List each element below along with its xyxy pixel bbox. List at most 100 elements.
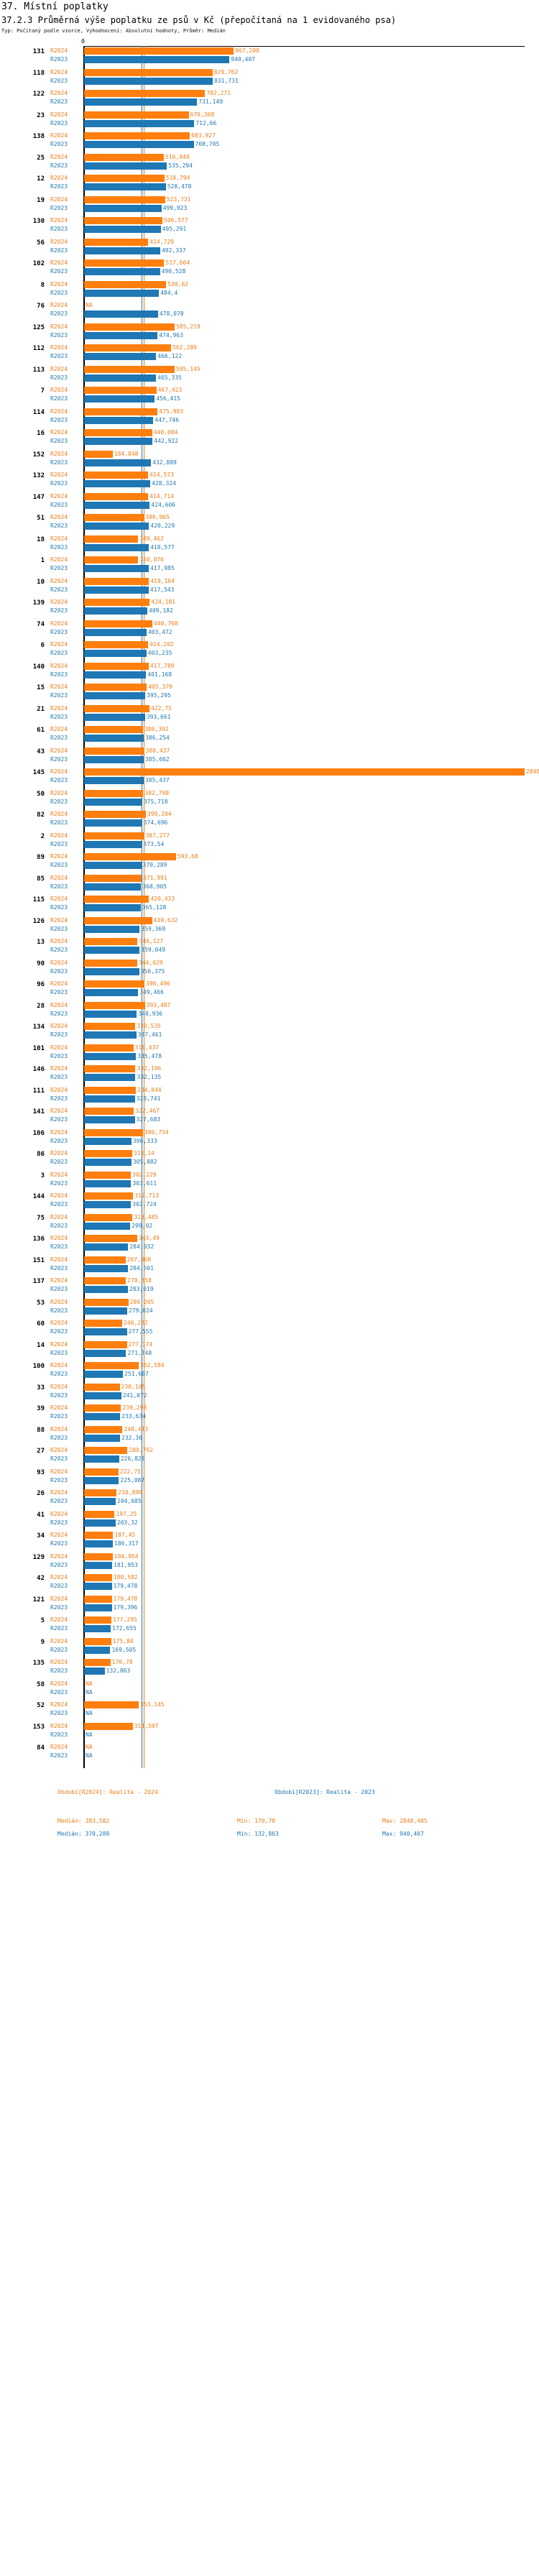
bar-group: 137 R2024 270,358 R2023 283,019 xyxy=(0,1276,539,1294)
bar-r2023 xyxy=(84,1498,116,1505)
bar-r2024 xyxy=(84,1595,112,1603)
bar-group: 16 R2024 440,084 R2023 442,922 xyxy=(0,428,539,446)
series-label-r2023: R2023 xyxy=(50,501,68,508)
bar-row: R2023 225,087 xyxy=(0,1476,539,1485)
series-label-r2024: R2024 xyxy=(50,1404,68,1411)
bar-r2024 xyxy=(84,450,113,458)
category-label: 9 xyxy=(40,1638,45,1646)
bar-r2023 xyxy=(84,1604,112,1611)
bar-group: 134 R2024 330,535 R2023 337,461 xyxy=(0,1022,539,1039)
series-label-r2023: R2023 xyxy=(50,1349,68,1356)
series-label-r2024: R2024 xyxy=(50,577,68,584)
bar-r2024 xyxy=(84,1425,123,1433)
bar-r2023 xyxy=(84,1179,132,1187)
category-label: 113 xyxy=(32,366,45,374)
category-label: 96 xyxy=(37,981,45,988)
legend-median-r2023: Medián: 370,289 xyxy=(57,1830,110,1837)
value-label-r2024: 222,75 xyxy=(119,1468,141,1475)
category-label: 2 xyxy=(40,832,45,840)
bar-r2024 xyxy=(84,1235,137,1242)
value-label-r2024: 318,437 xyxy=(134,1044,160,1051)
chart-legend: Období[R2024]: Realita - 2024 Období[R20… xyxy=(0,1789,539,1844)
bar-row: R2023 393,661 xyxy=(0,713,539,722)
bar-row: R2024 388,437 xyxy=(0,747,539,755)
bar-row: R2023 132,863 xyxy=(0,1667,539,1675)
value-label-r2023: 478,078 xyxy=(159,310,184,317)
bar-r2023 xyxy=(84,459,152,466)
bar-r2024 xyxy=(84,1340,127,1348)
value-label-r2024: 424,181 xyxy=(151,599,175,605)
value-label-r2023: 251,687 xyxy=(124,1371,149,1377)
bar-row: R2024 371,991 xyxy=(0,874,539,883)
series-label-r2024: R2024 xyxy=(50,514,68,520)
bar-r2023 xyxy=(84,1137,132,1145)
bar-r2023 xyxy=(84,247,160,254)
bar-row: R2023 940,407 xyxy=(0,55,539,64)
legend-min-r2023: Min: 132,863 xyxy=(237,1830,279,1837)
bar-r2024 xyxy=(84,280,167,288)
bar-row: R2024 302,229 xyxy=(0,1171,539,1179)
bar-row: R2024 353,145 xyxy=(0,1701,539,1709)
bar-r2023 xyxy=(84,735,144,742)
bar-row: R2023 327,683 xyxy=(0,1116,539,1124)
series-label-r2024: R2024 xyxy=(50,323,68,330)
category-label: 151 xyxy=(32,1256,45,1264)
value-label-r2023: 465,335 xyxy=(157,374,182,381)
bar-group: 145 R2024 2848,485 R2023 385,437 xyxy=(0,768,539,785)
value-label-r2024: 332,196 xyxy=(137,1065,162,1072)
bar-r2023 xyxy=(84,1476,119,1484)
bar-r2023 xyxy=(84,586,149,594)
bar-row: R2023 424,606 xyxy=(0,501,539,510)
bar-row: R2023 332,135 xyxy=(0,1073,539,1082)
bar-row: R2023 283,019 xyxy=(0,1285,539,1294)
series-label-r2023: R2023 xyxy=(50,1010,68,1017)
series-label-r2024: R2024 xyxy=(50,535,68,542)
bar-r2024 xyxy=(84,196,165,203)
bar-row: R2024 239,298 xyxy=(0,1404,539,1412)
series-label-r2024: R2024 xyxy=(50,217,68,224)
series-label-r2024: R2024 xyxy=(50,1235,68,1241)
category-label: 100 xyxy=(32,1363,45,1370)
category-label: 90 xyxy=(37,960,45,967)
bar-row: R2023 385,662 xyxy=(0,755,539,764)
bar-r2023 xyxy=(84,331,158,339)
series-label-r2024: R2024 xyxy=(50,832,68,839)
series-label-r2024: R2024 xyxy=(50,1744,68,1750)
series-label-r2023: R2023 xyxy=(50,480,68,487)
bar-group: 106 R2024 380,734 R2023 306,333 xyxy=(0,1128,539,1146)
value-label-r2024: 371,991 xyxy=(143,874,167,881)
bar-row: R2023 365,128 xyxy=(0,903,539,912)
bar-row: R2023 303,611 xyxy=(0,1179,539,1188)
value-label-r2023: 385,437 xyxy=(144,777,170,783)
bar-r2024 xyxy=(84,747,144,755)
value-label-r2023: 328,741 xyxy=(136,1095,161,1102)
bar-r2024 xyxy=(84,1468,119,1476)
category-label: 85 xyxy=(37,875,45,883)
bar-r2023 xyxy=(84,501,150,509)
series-label-r2023: R2023 xyxy=(50,862,68,868)
value-label-r2023: 409,182 xyxy=(149,607,173,614)
bar-row: R2024 230,105 xyxy=(0,1383,539,1392)
bar-group: 19 R2024 523,731 R2023 499,923 xyxy=(0,196,539,213)
category-label: 19 xyxy=(37,196,45,204)
bar-r2024 xyxy=(84,620,152,627)
category-label: 131 xyxy=(32,48,45,55)
category-label: 74 xyxy=(37,620,45,628)
bar-r2023 xyxy=(84,1328,127,1335)
bar-group: 41 R2024 197,25 R2023 203,32 xyxy=(0,1510,539,1527)
series-label-r2024: R2024 xyxy=(50,111,68,118)
category-label: 51 xyxy=(37,515,45,522)
series-label-r2023: R2023 xyxy=(50,1328,68,1335)
value-label-r2024: 286,205 xyxy=(129,1298,155,1305)
series-label-r2023: R2023 xyxy=(50,650,68,656)
bar-row: R2023 359,049 xyxy=(0,946,539,954)
bar-row: R2023 186,317 xyxy=(0,1540,539,1548)
bar-row: R2024 967,208 xyxy=(0,47,539,55)
bar-r2023 xyxy=(84,56,230,63)
bar-r2024 xyxy=(84,323,175,331)
bar-r2024 xyxy=(84,811,146,818)
series-label-r2024: R2024 xyxy=(50,1086,68,1093)
value-label-r2023: 373,54 xyxy=(143,840,165,847)
bar-r2024 xyxy=(84,1086,136,1094)
